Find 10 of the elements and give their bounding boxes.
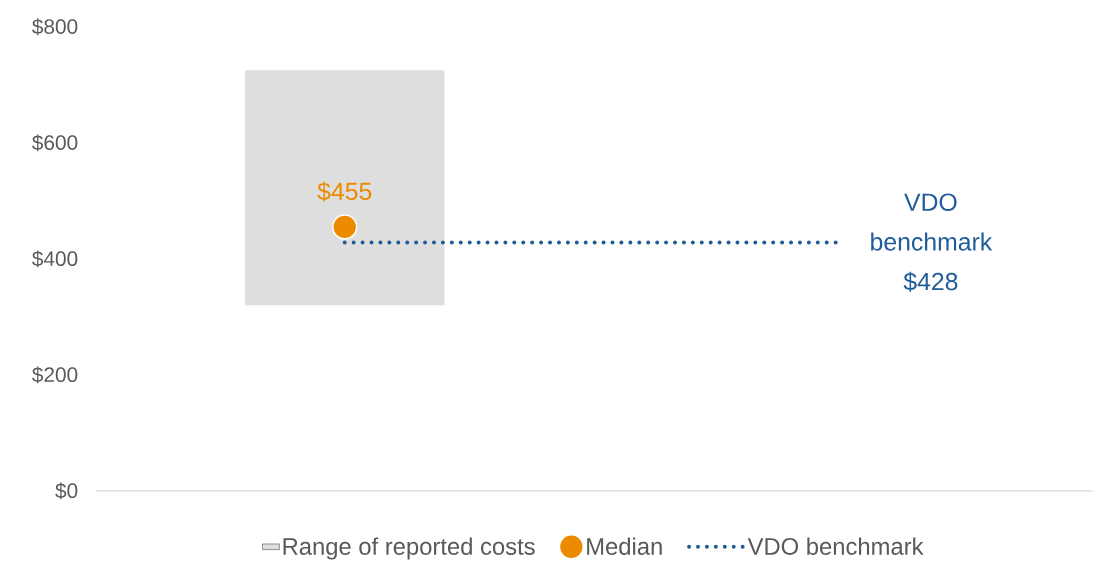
data-label: $455 [317,181,372,202]
legend-label: Range of reported costs [283,537,535,560]
annotation: VDO benchmark $428 [871,193,993,292]
y-tick-label: $800 [32,18,78,36]
y-tick-label: $200 [32,366,78,384]
legend-label: Median [587,537,662,555]
y-tick-label: $600 [32,134,78,152]
legend-label: VDO benchmark [747,537,924,555]
y-tick-label: $400 [32,250,78,268]
y-tick-label: $0 [55,482,78,500]
